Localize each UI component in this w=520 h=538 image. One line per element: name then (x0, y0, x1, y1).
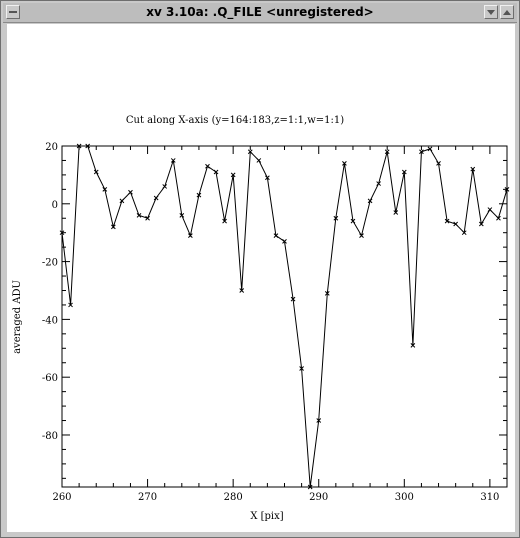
data-point (265, 175, 270, 181)
data-point (273, 233, 279, 238)
data-point (170, 158, 176, 163)
data-point (162, 184, 168, 189)
data-point (128, 189, 133, 195)
data-point (213, 169, 219, 175)
series-line (61, 145, 508, 488)
window-title: xv 3.10a: .Q_FILE <unregistered> (146, 5, 374, 19)
data-point (136, 213, 142, 218)
data-point (93, 169, 99, 175)
x-axis-label: X [pix] (250, 511, 283, 522)
y-tick-label: -80 (42, 431, 58, 442)
window-menu-icon (9, 11, 17, 13)
x-tick-label: 310 (480, 492, 499, 503)
data-point (496, 215, 501, 221)
y-tick-label: -60 (42, 373, 58, 384)
data-point (230, 172, 236, 178)
x-tick-label: 270 (138, 492, 157, 503)
data-point (478, 221, 484, 227)
data-point (299, 366, 304, 371)
data-point (119, 198, 125, 204)
y-tick-label: 0 (52, 200, 58, 211)
data-point (239, 288, 245, 293)
data-point (307, 484, 313, 490)
data-point (102, 186, 108, 192)
data-point (427, 146, 433, 152)
minimize-icon (487, 10, 495, 15)
maximize-button[interactable] (500, 5, 514, 19)
plot-frame (61, 145, 508, 488)
chart-title: Cut along X-axis (y=164:183,z=1:1,w=1:1) (126, 115, 344, 126)
data-point (110, 224, 116, 230)
data-point (256, 158, 262, 163)
x-tick-label: 260 (52, 492, 71, 503)
data-point (342, 160, 347, 166)
y-tick-label: 20 (45, 142, 58, 153)
data-point (504, 186, 510, 192)
y-tick-label: -40 (42, 315, 58, 326)
data-point (410, 343, 416, 348)
data-point (179, 213, 185, 218)
data-point (487, 207, 493, 212)
data-point (444, 218, 450, 224)
minimize-button[interactable] (484, 5, 498, 19)
data-point (333, 215, 339, 221)
x-tick-label: 300 (395, 492, 414, 503)
data-point (290, 296, 296, 302)
data-point (282, 239, 287, 244)
data-point (59, 230, 65, 236)
data-point (324, 291, 330, 296)
y-axis-label: averaged ADU (12, 280, 23, 354)
data-point (205, 163, 210, 169)
data-point (461, 230, 467, 236)
data-point (153, 195, 159, 201)
data-point (196, 192, 202, 198)
line-chart: Cut along X-axis (y=164:183,z=1:1,w=1:1)… (12, 115, 510, 522)
title-bar[interactable]: xv 3.10a: .Q_FILE <unregistered> (3, 3, 517, 23)
data-point (85, 143, 91, 149)
data-point (419, 149, 424, 155)
maximize-icon (503, 10, 511, 15)
data-point (470, 166, 476, 172)
data-point (222, 218, 227, 224)
window-menu-button[interactable] (6, 5, 20, 19)
y-tick-label: -20 (42, 258, 58, 269)
data-point (436, 160, 441, 166)
data-point (359, 233, 364, 238)
data-point (188, 233, 193, 238)
image-canvas[interactable]: Cut along X-axis (y=164:183,z=1:1,w=1:1)… (7, 24, 515, 532)
data-point (247, 149, 253, 155)
plot-area: 260 270 280 290 300 310 20 0 -20 -40 -60 -80 (42, 142, 510, 503)
data-point (350, 218, 356, 224)
data-point (68, 302, 73, 308)
data-point (376, 181, 381, 186)
data-point (401, 169, 407, 175)
data-point (316, 418, 322, 423)
x-tick-label: 290 (309, 492, 328, 503)
data-point (145, 215, 150, 221)
data-point (367, 198, 373, 204)
data-point (384, 149, 390, 155)
data-point (393, 210, 399, 215)
data-point (453, 221, 459, 227)
data-point (76, 143, 82, 149)
x-tick-label: 280 (224, 492, 243, 503)
